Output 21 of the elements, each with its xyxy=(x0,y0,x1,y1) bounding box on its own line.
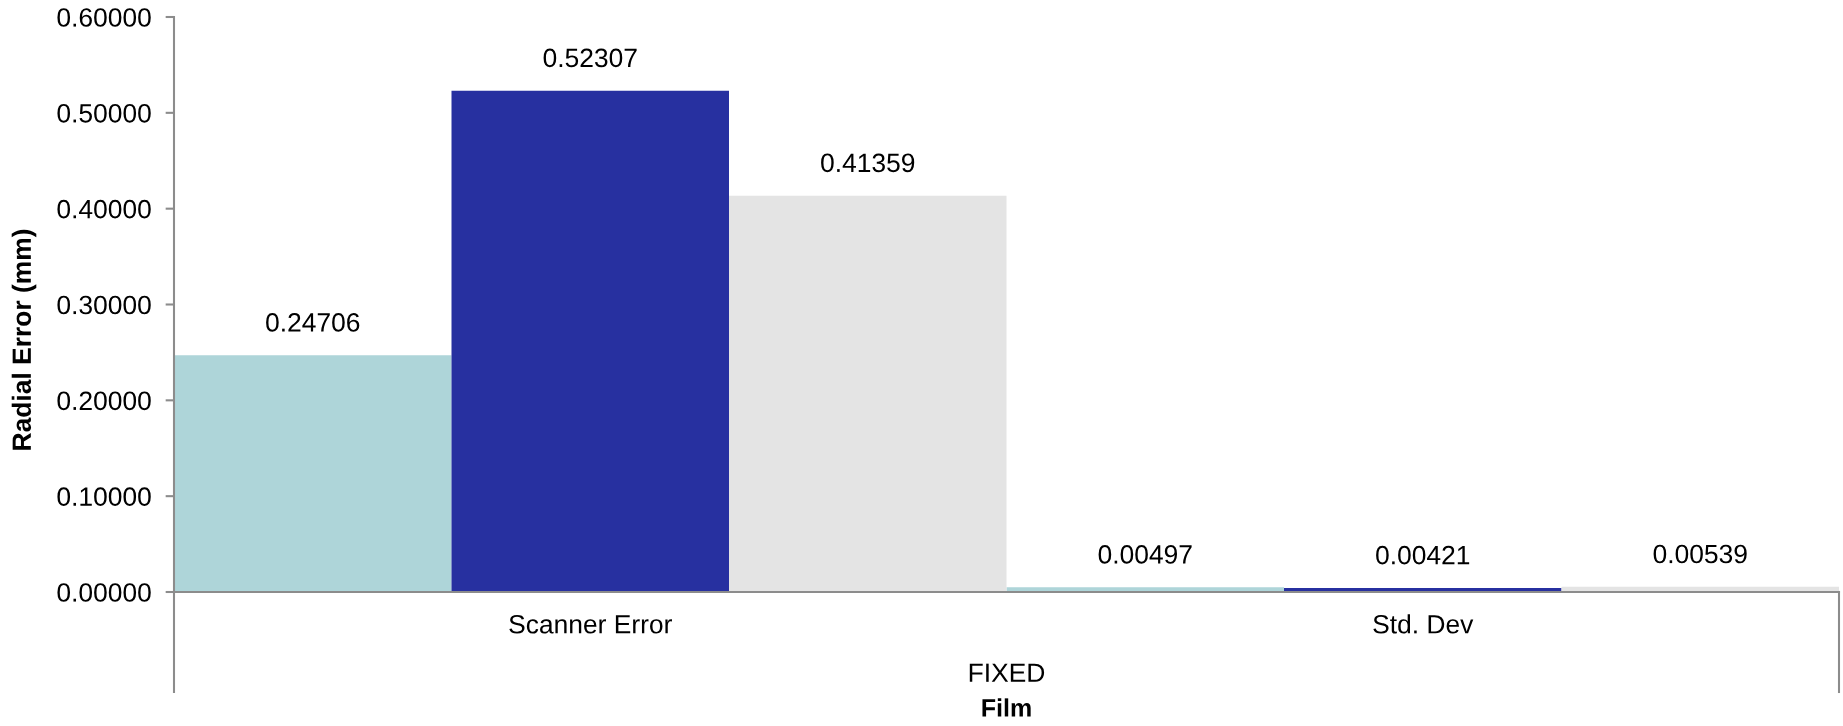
y-tick-label: 0.20000 xyxy=(57,391,151,411)
data-label: 0.00497 xyxy=(1098,545,1192,564)
y-tick-label: 0.60000 xyxy=(57,8,151,27)
y-tick-label: 0.50000 xyxy=(57,103,151,123)
data-label: 0.52307 xyxy=(543,48,637,68)
data-label: 0.24706 xyxy=(266,313,360,332)
text: FIXED xyxy=(969,663,1045,682)
y-tick-label: 0.00000 xyxy=(57,583,151,602)
data-label: 0.41359 xyxy=(821,153,915,173)
data-label: 0.00421 xyxy=(1376,545,1470,565)
y-axis-title: Radial Error (mm) xyxy=(11,229,37,450)
x-tick-label: Scanner Error xyxy=(509,614,672,634)
x-tick-label: Std. Dev xyxy=(1373,614,1474,634)
y-tick-label: 0.40000 xyxy=(57,199,151,219)
data-label: 0.00539 xyxy=(1653,544,1747,564)
bar xyxy=(451,90,729,592)
y-tick-label: 0.30000 xyxy=(57,295,151,315)
y-tick-label: 0.10000 xyxy=(57,487,151,506)
x-axis-title: Film xyxy=(982,698,1031,717)
bar xyxy=(729,195,1007,592)
bar xyxy=(174,355,452,592)
